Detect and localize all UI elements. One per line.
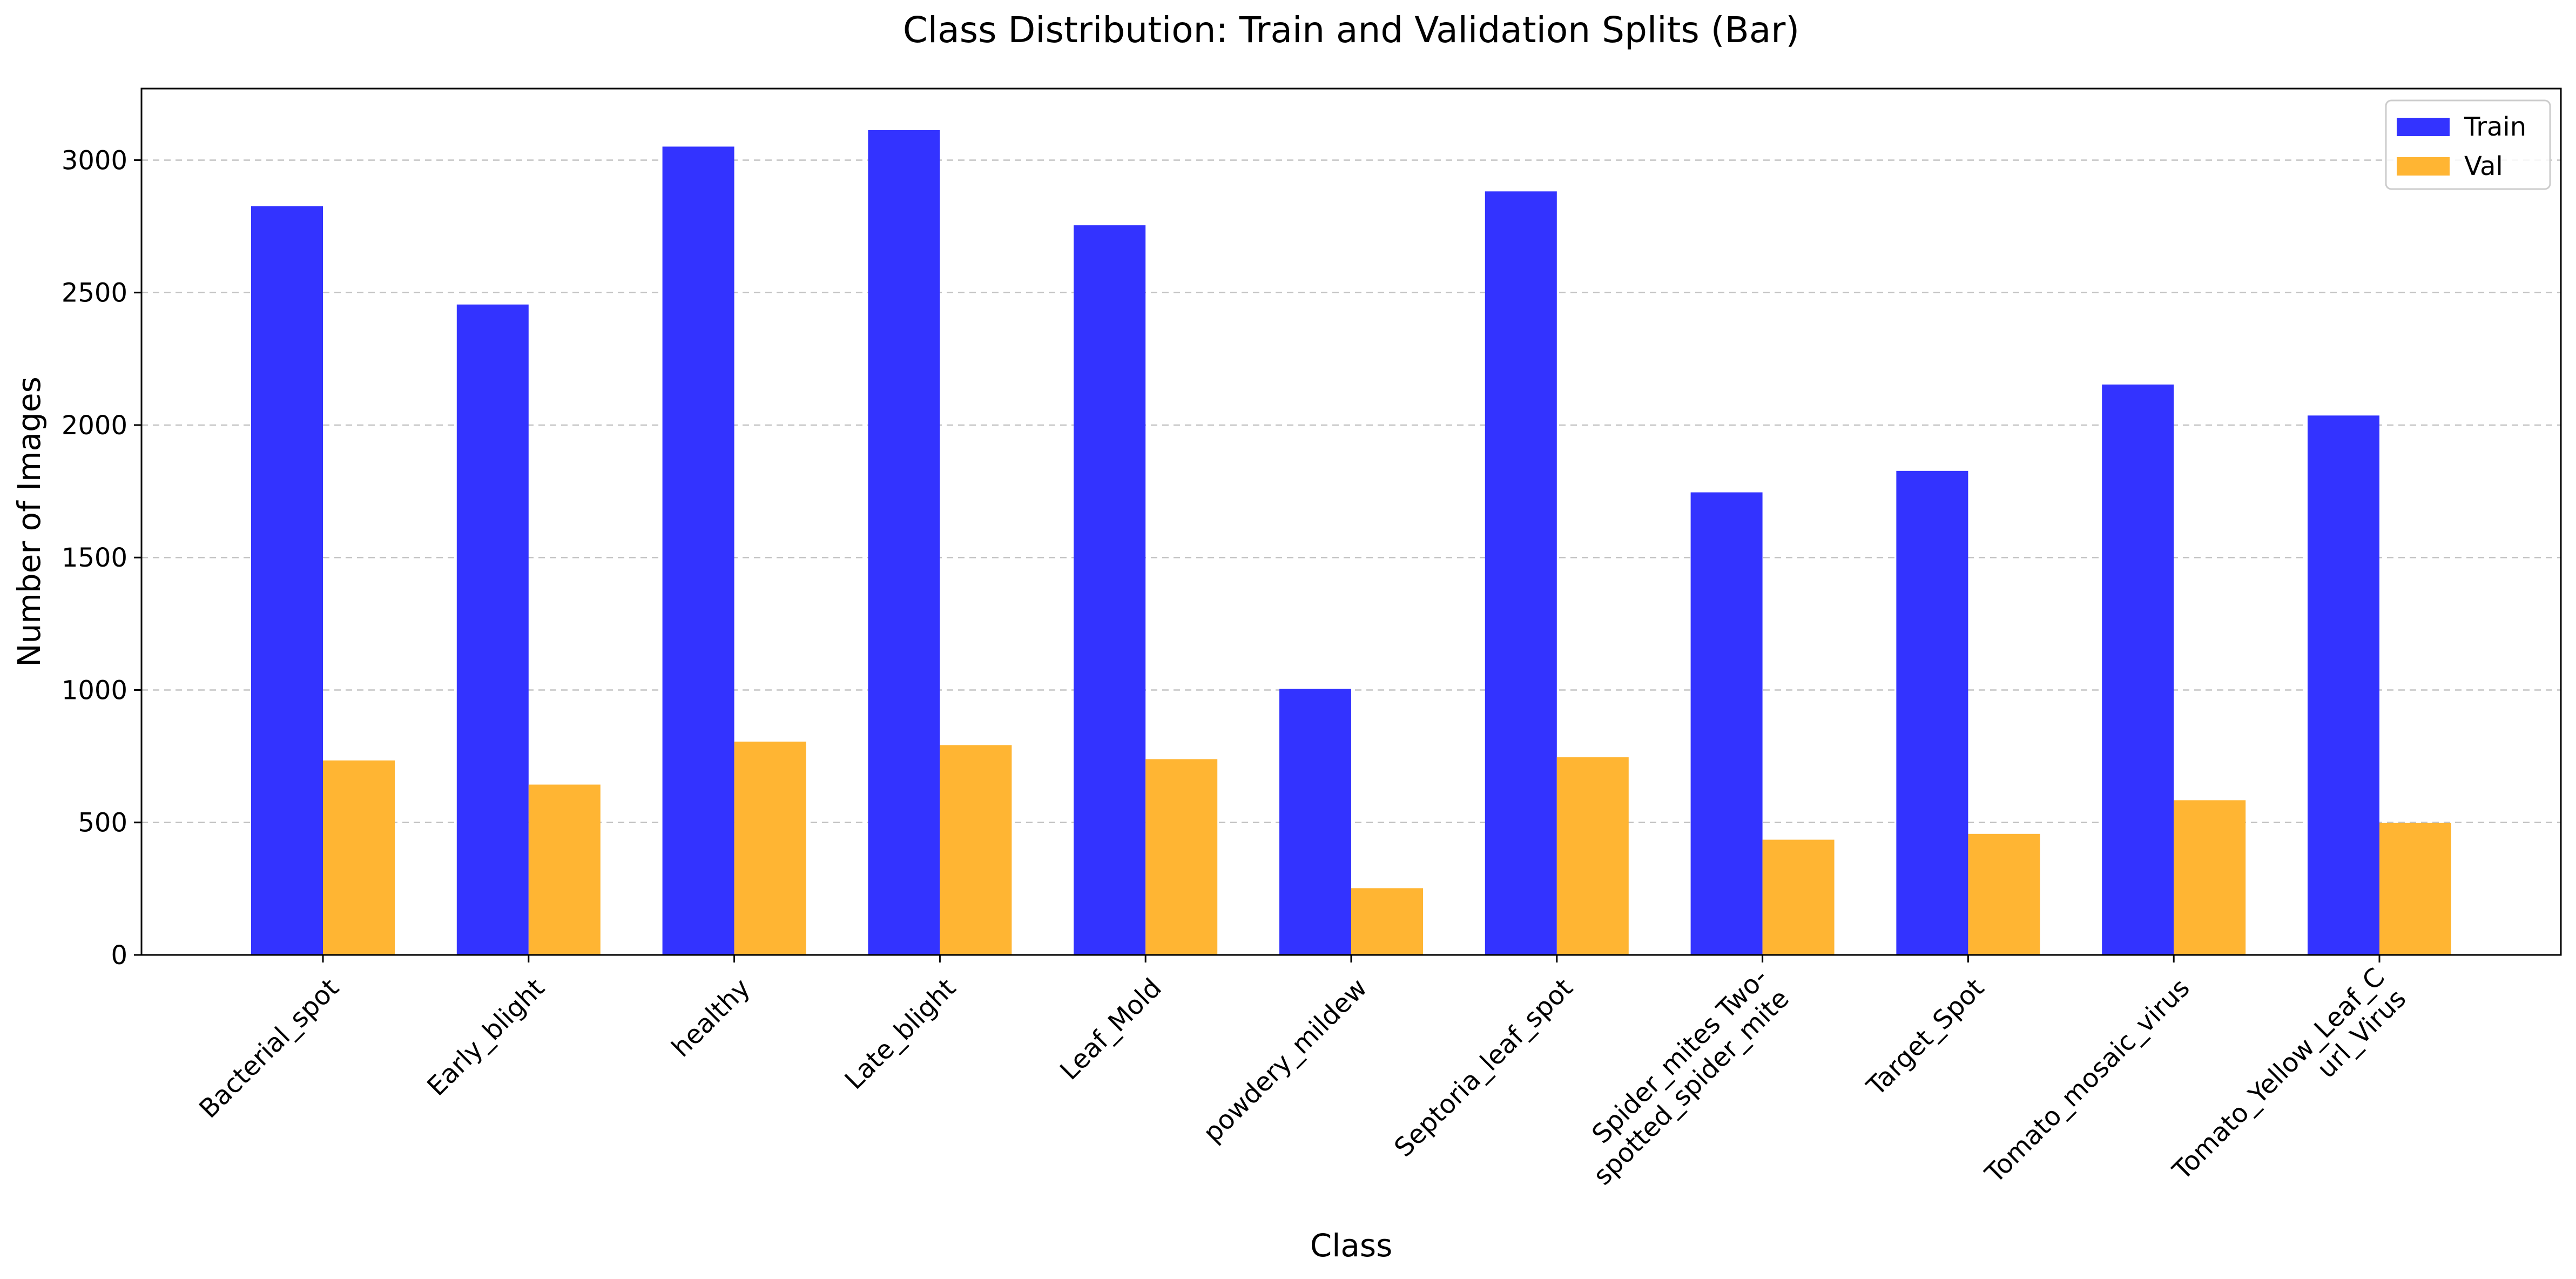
bar-train-6 bbox=[1485, 191, 1557, 955]
bar-train-1 bbox=[456, 304, 529, 955]
bar-train-9 bbox=[2102, 384, 2174, 955]
y-tick-label: 1000 bbox=[62, 675, 127, 705]
legend-label-val: Val bbox=[2464, 151, 2503, 181]
bars bbox=[251, 130, 2451, 955]
bar-train-10 bbox=[2308, 415, 2379, 955]
x-tick-label: Bacterial_spot bbox=[193, 973, 345, 1124]
bar-train-2 bbox=[662, 146, 734, 955]
y-tick-label: 3000 bbox=[62, 145, 127, 176]
y-tick-label: 500 bbox=[78, 808, 127, 838]
x-axis-label: Class bbox=[1310, 1227, 1393, 1264]
bar-val-5 bbox=[1351, 888, 1423, 955]
bar-val-10 bbox=[2379, 823, 2451, 955]
bar-val-1 bbox=[528, 784, 601, 955]
bar-train-3 bbox=[868, 130, 940, 955]
bar-val-4 bbox=[1145, 759, 1218, 955]
y-axis-label: Number of Images bbox=[11, 376, 48, 667]
x-axis-ticks: Bacterial_spot Early_blight healthy Late_bl… bbox=[193, 955, 2412, 1208]
x-tick-label: Spider_mites Two-spotted_spider_mite bbox=[1566, 962, 1795, 1191]
bar-train-8 bbox=[1896, 470, 1968, 955]
chart-title: Class Distribution: Train and Validation… bbox=[903, 9, 1799, 51]
x-tick-label: Tomato_mosaic_virus bbox=[1979, 973, 2196, 1189]
legend-label-train: Train bbox=[2464, 112, 2526, 142]
y-axis-ticks: 0 500 1000 1500 2000 2500 3000 bbox=[62, 145, 141, 971]
x-tick-label: Early_blight bbox=[421, 973, 550, 1102]
bar-train-4 bbox=[1074, 225, 1146, 955]
x-tick-label: Leaf_Mold bbox=[1054, 973, 1168, 1086]
bar-train-0 bbox=[251, 206, 323, 955]
x-tick-label: Late_blight bbox=[839, 973, 962, 1095]
x-tick-label: Target_Spot bbox=[1860, 973, 1990, 1102]
y-tick-label: 2500 bbox=[62, 278, 127, 308]
legend: Train Val bbox=[2385, 99, 2551, 190]
bar-train-5 bbox=[1279, 689, 1351, 955]
y-tick-label: 0 bbox=[111, 940, 127, 971]
x-tick-label: powdery_mildew bbox=[1197, 973, 1373, 1148]
bar-val-3 bbox=[940, 745, 1012, 955]
bar-val-0 bbox=[323, 760, 395, 955]
bar-val-7 bbox=[1762, 839, 1835, 955]
x-tick-label: Septoria_leaf_spot bbox=[1388, 973, 1579, 1163]
bar-val-6 bbox=[1556, 757, 1629, 955]
x-tick-label: healthy bbox=[666, 973, 756, 1063]
bar-val-8 bbox=[1968, 833, 2040, 955]
legend-swatch-val bbox=[2397, 157, 2450, 176]
bar-train-7 bbox=[1690, 492, 1763, 955]
bar-val-2 bbox=[734, 742, 806, 955]
y-tick-label: 2000 bbox=[62, 410, 127, 441]
y-tick-label: 1500 bbox=[62, 543, 127, 573]
x-tick-label: Tomato_Yellow_Leaf_Curl_Virus bbox=[2167, 962, 2412, 1208]
legend-swatch-train bbox=[2397, 118, 2450, 136]
bar-val-9 bbox=[2174, 800, 2246, 955]
